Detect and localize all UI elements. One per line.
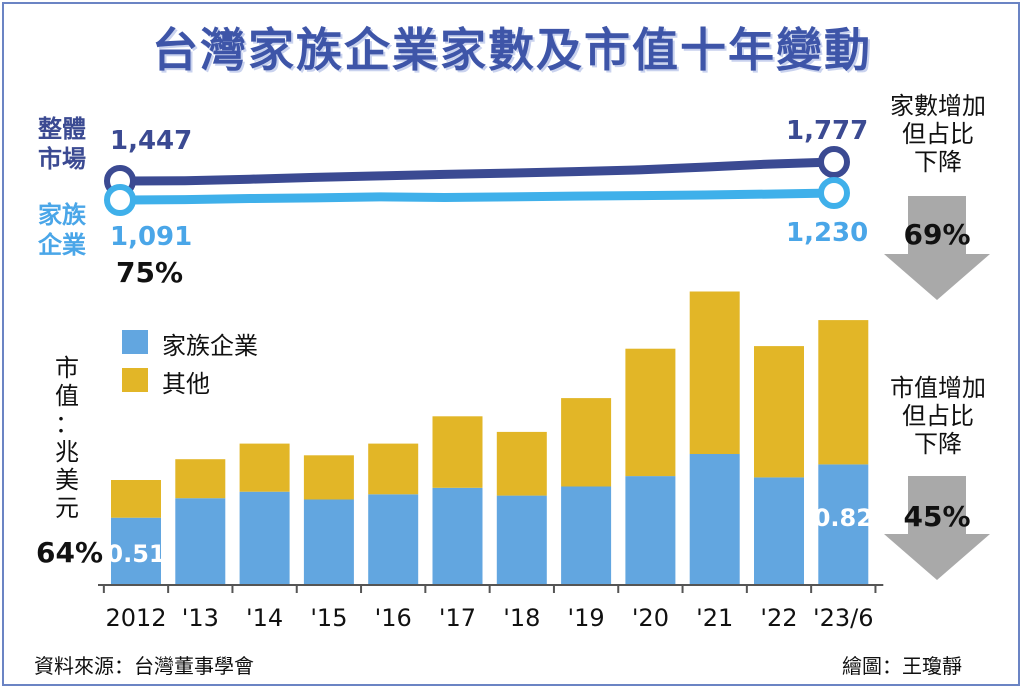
value-note: 市值增加 但占比 下降 [890,374,986,458]
count-share-start: 75% [116,256,184,289]
overall-end-value: 1,777 [786,116,869,146]
count-note: 家數增加 但占比 下降 [890,92,986,176]
family-end-value: 1,230 [786,218,869,248]
chart-title: 台灣家族企業家數及市值十年變動 [152,23,872,77]
legend-swatch-family [122,330,148,354]
source-note: 資料來源：台灣董事學會 [34,654,254,678]
y-axis-label: 市值：兆美元 [55,354,79,522]
overall-start-value: 1,447 [110,126,193,156]
legend-label-other: 其他 [162,370,210,398]
legend-label-family: 家族企業 [162,332,258,360]
family-business-label: 家族 企業 [38,201,86,259]
overall-market-label: 整體 市場 [38,115,86,173]
family-start-value: 1,091 [110,222,193,252]
value-share-start: 64% [36,536,104,569]
legend-swatch-other [122,368,148,392]
credit-note: 繪圖：王瓊靜 [842,654,962,678]
